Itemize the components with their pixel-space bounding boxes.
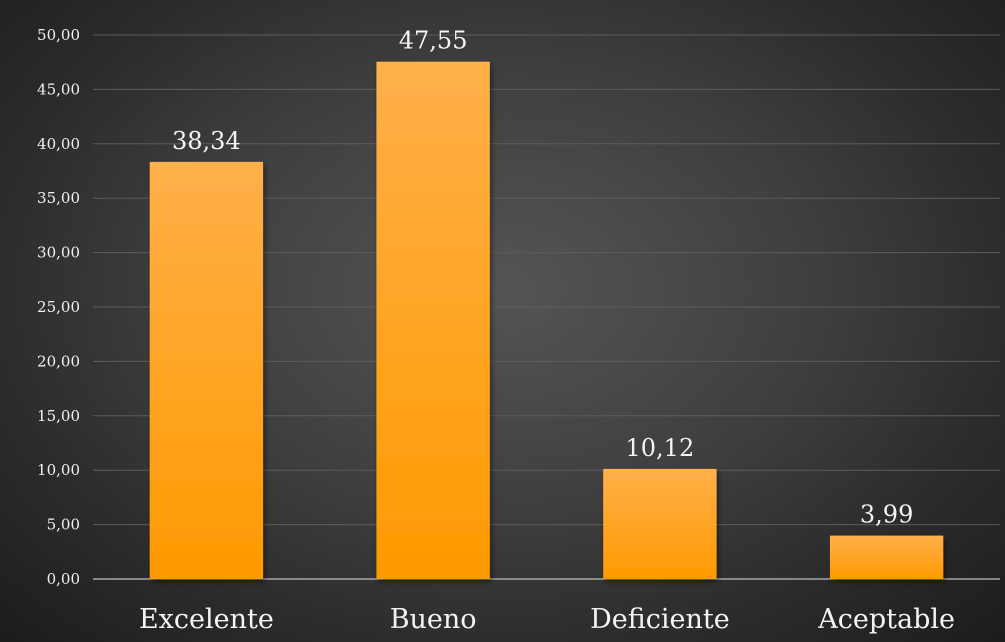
bar-aceptable bbox=[829, 535, 944, 579]
bar-excelente bbox=[149, 161, 264, 580]
data-label: 38,34 bbox=[172, 127, 241, 155]
y-tick-label: 0,00 bbox=[47, 570, 80, 588]
data-labels: 38,34 47,55 10,12 3,99 bbox=[172, 27, 913, 529]
y-tick-label: 10,00 bbox=[37, 461, 80, 479]
y-tick-label: 5,00 bbox=[47, 516, 80, 534]
bars bbox=[149, 61, 944, 580]
bar-deficiente bbox=[603, 468, 717, 579]
x-tick-label: Excelente bbox=[139, 604, 274, 635]
y-tick-label: 35,00 bbox=[37, 189, 80, 207]
data-label: 47,55 bbox=[399, 27, 468, 55]
y-tick-label: 45,00 bbox=[37, 80, 80, 98]
y-tick-label: 30,00 bbox=[37, 244, 80, 262]
x-tick-label: Bueno bbox=[390, 604, 477, 635]
y-axis-ticks: 0,00 5,00 10,00 15,00 20,00 25,00 30,00 35,00 40… bbox=[37, 26, 80, 588]
bar-bueno bbox=[376, 61, 490, 579]
y-tick-label: 50,00 bbox=[37, 26, 80, 44]
y-tick-label: 20,00 bbox=[37, 352, 80, 370]
x-tick-label: Aceptable bbox=[817, 604, 955, 635]
x-tick-label: Deficiente bbox=[590, 604, 730, 635]
data-label: 10,12 bbox=[626, 434, 695, 462]
y-tick-label: 40,00 bbox=[37, 135, 80, 153]
data-label: 3,99 bbox=[860, 501, 913, 529]
x-axis-ticks: Excelente Bueno Deficiente Aceptable bbox=[139, 604, 955, 635]
y-tick-label: 15,00 bbox=[37, 407, 80, 425]
y-tick-label: 25,00 bbox=[37, 298, 80, 316]
